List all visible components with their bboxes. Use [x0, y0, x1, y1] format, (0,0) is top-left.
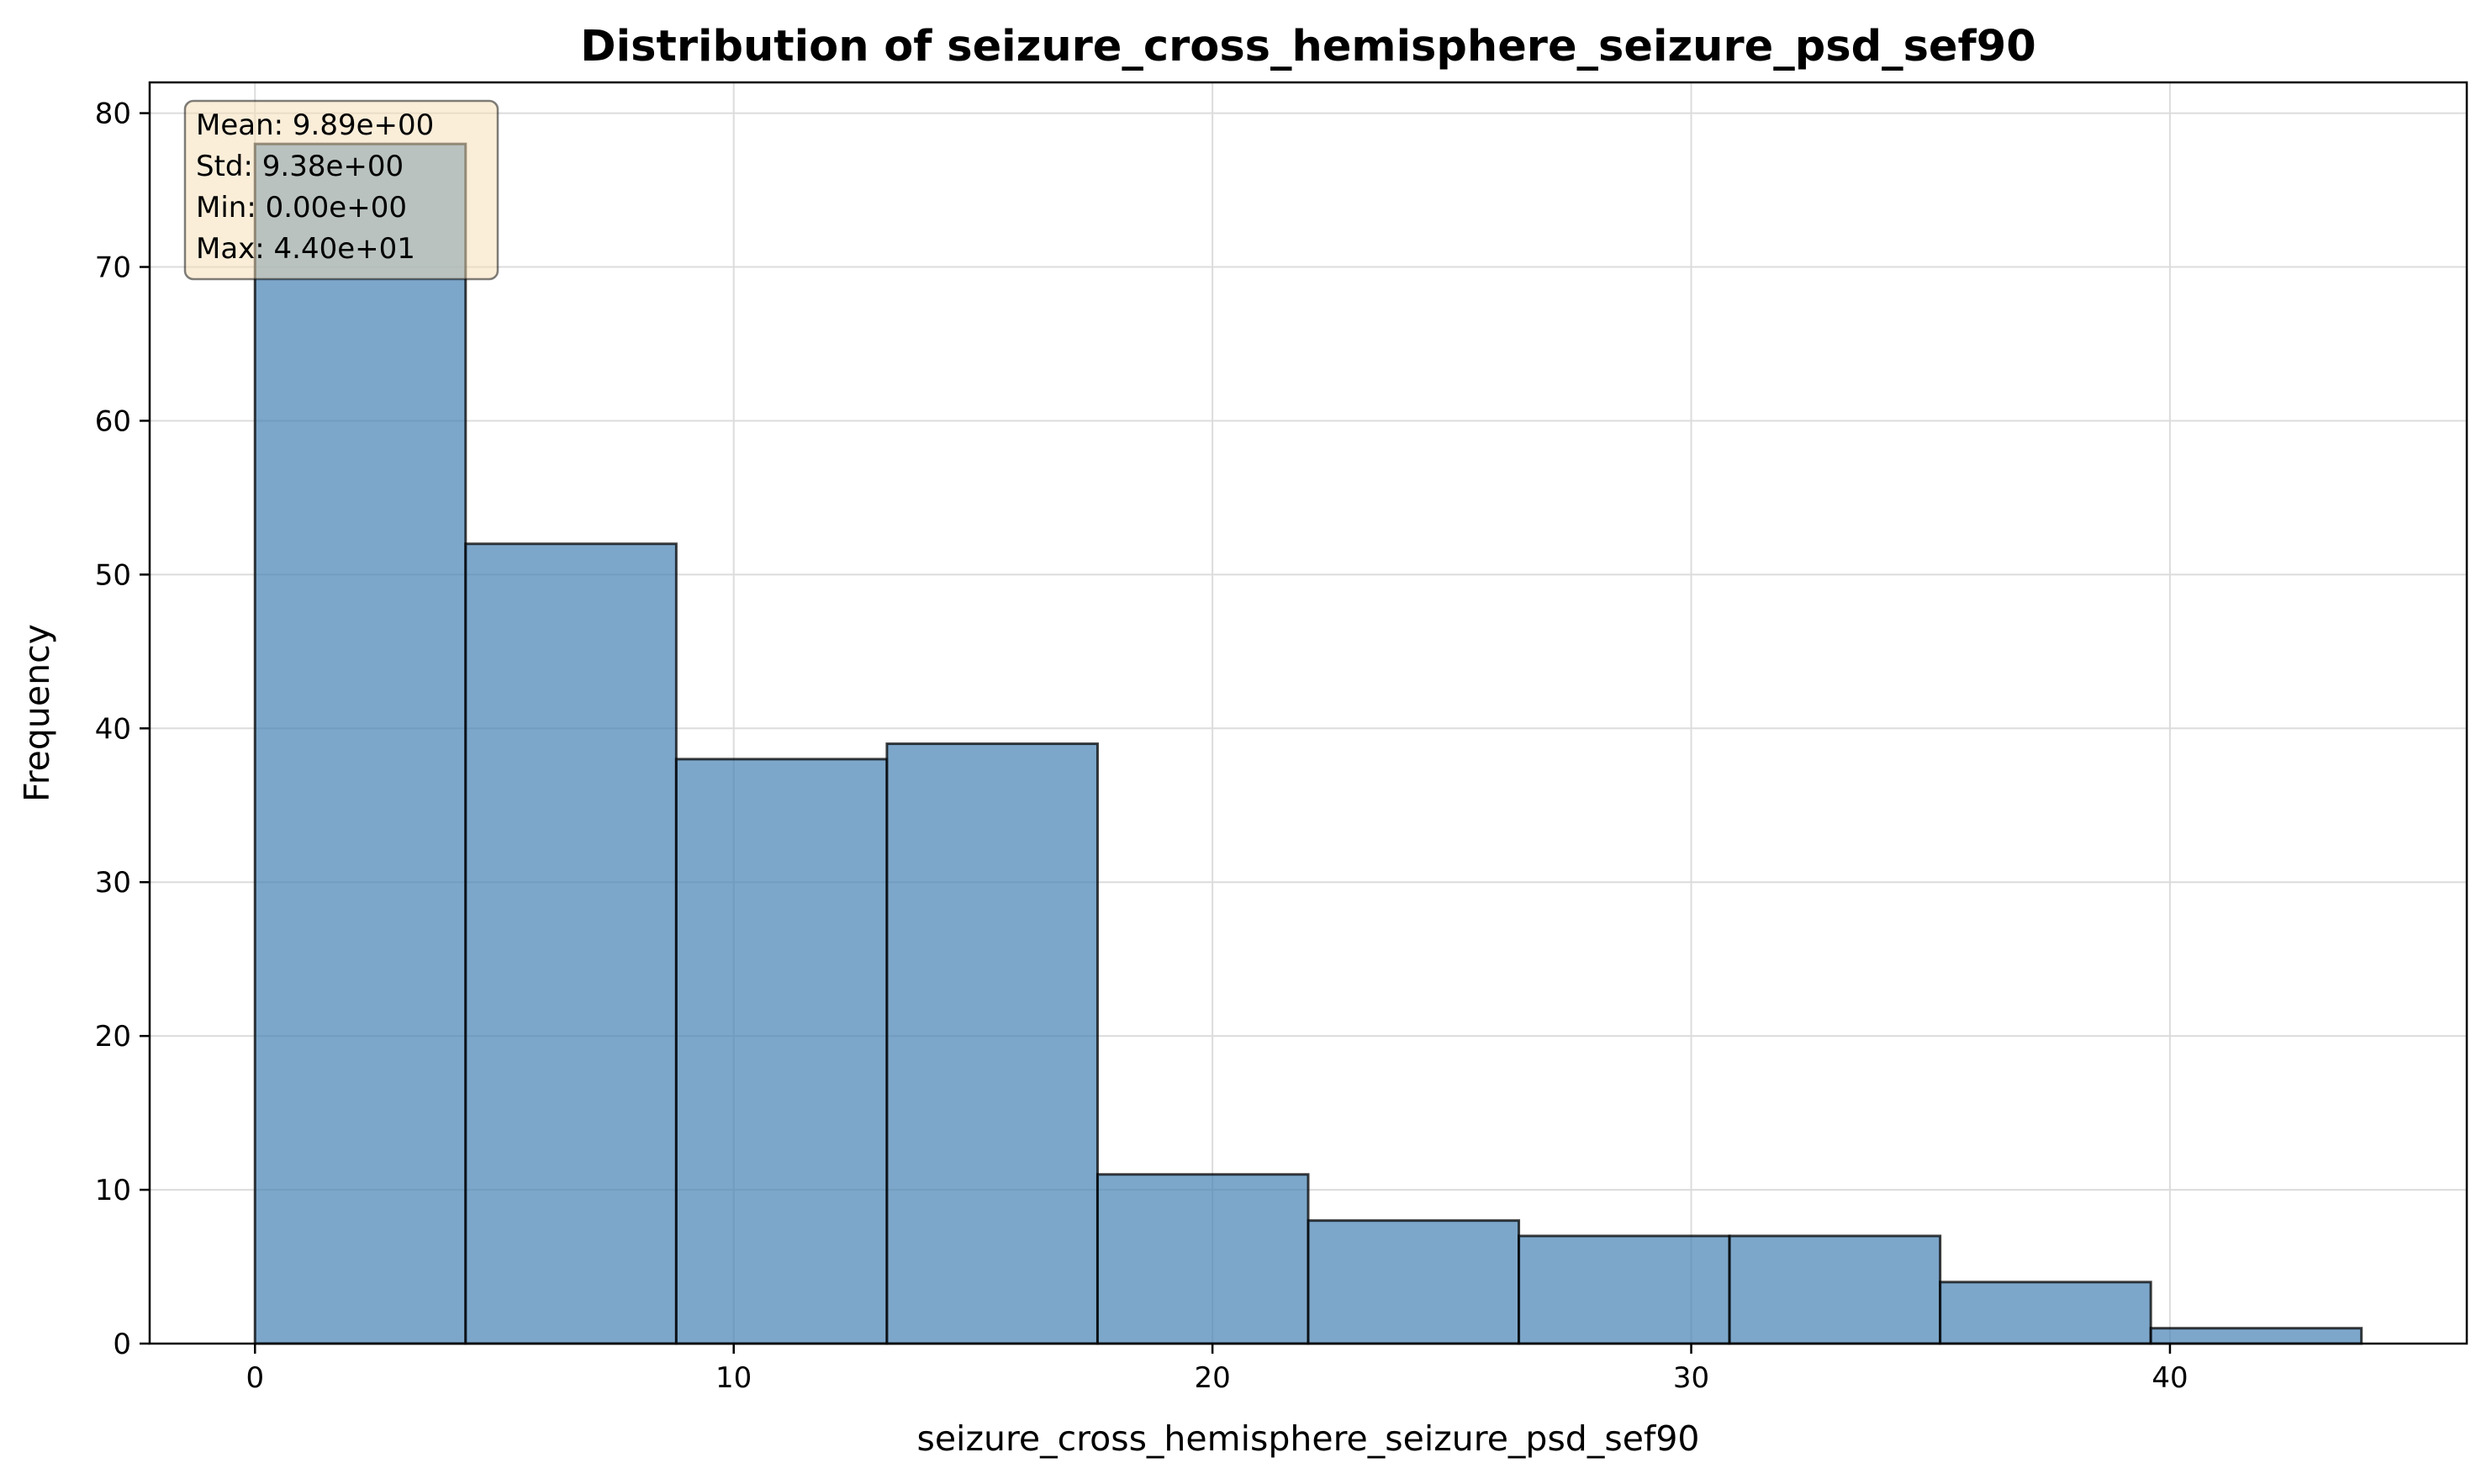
x-tick-label: 20: [1194, 1361, 1230, 1395]
y-tick-label: 70: [95, 251, 131, 285]
stats-box: Mean: 9.89e+00 Std: 9.38e+00 Min: 0.00e+…: [183, 99, 499, 281]
y-tick-label: 30: [95, 866, 131, 900]
y-tick-label: 40: [95, 712, 131, 746]
y-tick-label: 60: [95, 404, 131, 438]
y-axis-label: Frequency: [17, 624, 57, 802]
stats-std-label: Std: 9.38e+00: [196, 150, 404, 183]
histogram-bar: [2149, 1327, 2363, 1345]
x-tick-label: 10: [715, 1361, 752, 1395]
chart-title: Distribution of seizure_cross_hemisphere…: [580, 22, 2035, 71]
x-axis-label: seizure_cross_hemisphere_seizure_psd_sef…: [916, 1418, 1699, 1459]
histogram-bar: [885, 742, 1099, 1345]
stats-mean-label: Mean: 9.89e+00: [196, 108, 434, 142]
x-tick-label: 0: [246, 1361, 264, 1395]
y-tick-label: 0: [113, 1328, 131, 1361]
stats-min-label: Min: 0.00e+00: [196, 191, 407, 224]
x-tick-label: 30: [1673, 1361, 1709, 1395]
y-tick-label: 80: [95, 98, 131, 131]
histogram-bar: [1518, 1234, 1731, 1345]
y-tick-label: 50: [95, 558, 131, 592]
histogram-bar: [1096, 1173, 1310, 1345]
ticks-layer: 0 10 20 30 40 0 10 20 30 40 50 60 70 80: [95, 98, 2188, 1395]
y-tick-label: 10: [95, 1174, 131, 1207]
plot-frame: [148, 81, 2468, 1345]
x-tick-label: 40: [2151, 1361, 2188, 1395]
histogram-bar: [464, 542, 678, 1345]
histogram-bar: [1728, 1234, 1942, 1345]
bars-layer: [253, 142, 2363, 1345]
histogram-bar: [253, 142, 467, 1345]
stats-max-label: Max: 4.40e+01: [196, 232, 415, 266]
histogram-bar: [1307, 1219, 1521, 1345]
histogram-bar: [674, 758, 889, 1345]
stats-box-background: [183, 99, 499, 281]
y-tick-label: 20: [95, 1020, 131, 1054]
histogram-bar: [1939, 1281, 2152, 1345]
